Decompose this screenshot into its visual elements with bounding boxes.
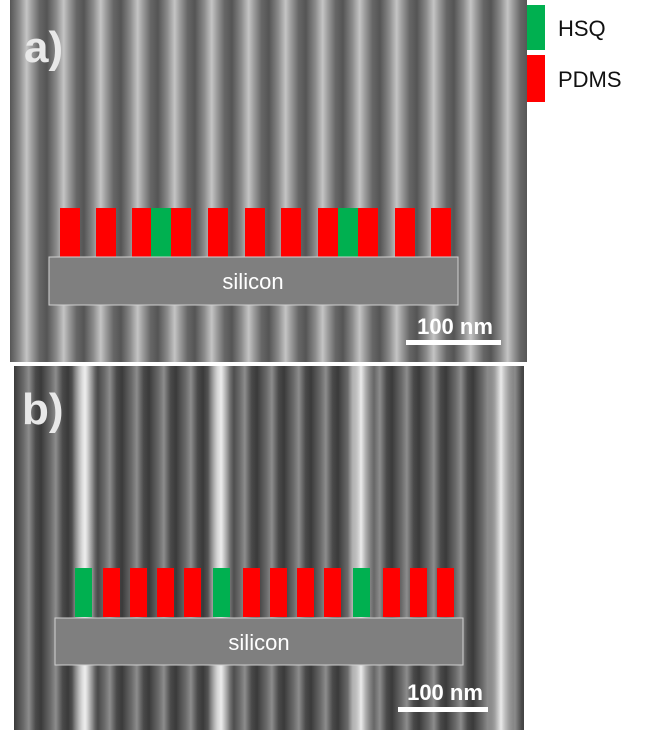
sem-image — [10, 0, 527, 362]
legend: HSQ PDMS — [527, 5, 622, 102]
pdms-block — [96, 208, 116, 257]
panel-a: a) silicon 100 nm — [10, 0, 527, 362]
pdms-block — [410, 568, 427, 617]
scale-bar — [398, 707, 488, 712]
pdms-block — [318, 208, 338, 257]
panel-label: b) — [22, 385, 64, 434]
scale-bar-label: 100 nm — [417, 314, 493, 339]
bar-schematic — [60, 208, 451, 257]
substrate-label: silicon — [228, 630, 289, 655]
hsq-block — [75, 568, 92, 617]
substrate — [54, 617, 464, 666]
pdms-block — [243, 568, 260, 617]
hsq-block — [213, 568, 230, 617]
panel-b: b) silicon 100 nm — [14, 366, 524, 730]
pdms-block — [130, 568, 147, 617]
substrate-label: silicon — [222, 269, 283, 294]
substrate — [48, 256, 459, 306]
pdms-block — [437, 568, 454, 617]
bright-stripe — [348, 366, 374, 730]
pdms-block — [270, 568, 287, 617]
scale-bar — [406, 340, 501, 345]
pdms-block — [431, 208, 451, 257]
scale-bar-label: 100 nm — [407, 680, 483, 705]
bright-stripe — [208, 366, 234, 730]
hsq-block — [151, 208, 171, 257]
legend-swatch — [527, 5, 545, 50]
hsq-block — [338, 208, 358, 257]
pdms-block — [157, 568, 174, 617]
pdms-block — [297, 568, 314, 617]
legend-swatch — [527, 55, 545, 102]
pdms-block — [184, 568, 201, 617]
pdms-block — [358, 208, 378, 257]
pdms-block — [324, 568, 341, 617]
bright-stripe — [488, 366, 514, 730]
legend-label: PDMS — [558, 67, 622, 92]
pdms-block — [208, 208, 228, 257]
pdms-block — [245, 208, 265, 257]
pdms-block — [281, 208, 301, 257]
bright-stripe — [72, 366, 98, 730]
legend-label: HSQ — [558, 16, 606, 41]
pdms-block — [132, 208, 152, 257]
bar-schematic — [75, 568, 454, 617]
hsq-block — [353, 568, 370, 617]
pdms-block — [60, 208, 80, 257]
pdms-block — [383, 568, 400, 617]
pdms-block — [103, 568, 120, 617]
panel-label: a) — [24, 23, 63, 72]
sem-image — [14, 366, 524, 730]
pdms-block — [171, 208, 191, 257]
pdms-block — [395, 208, 415, 257]
